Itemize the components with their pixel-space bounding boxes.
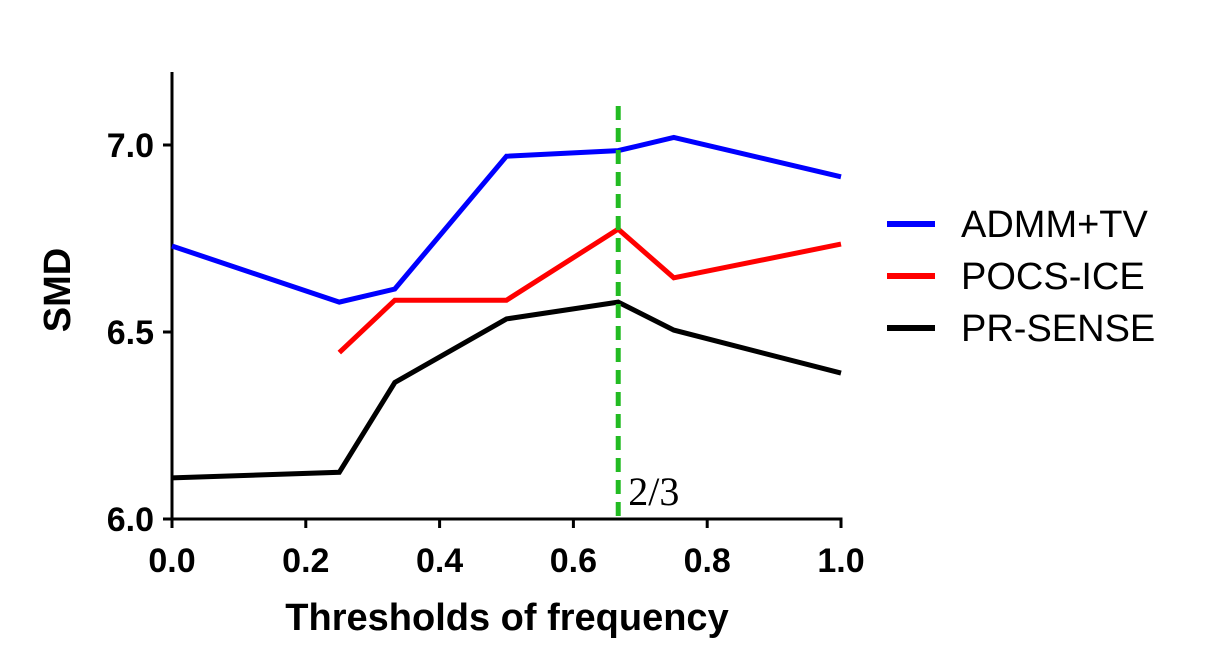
y-ticks: 6.0 6.5 7.0 bbox=[107, 127, 172, 539]
threshold-label: 2/3 bbox=[628, 469, 679, 514]
x-tick-label: 0.4 bbox=[416, 542, 463, 580]
series-line-admm-tv bbox=[171, 134, 842, 305]
x-tick-label: 0.2 bbox=[282, 542, 329, 580]
y-tick-label: 6.0 bbox=[107, 501, 154, 539]
x-ticks: 0.0 0.2 0.4 0.6 0.8 1.0 bbox=[148, 519, 865, 580]
axes bbox=[170, 72, 843, 521]
annotations: 2/3 bbox=[615, 106, 679, 519]
legend-label-pocs-ice: POCS-ICE bbox=[961, 256, 1145, 298]
legend-label-pr-sense: PR-SENSE bbox=[961, 308, 1155, 350]
legend: ADMM+TV POCS-ICE PR-SENSE bbox=[887, 204, 1155, 350]
y-tick-label: 7.0 bbox=[107, 127, 154, 165]
x-tick-label: 0.6 bbox=[550, 542, 597, 580]
y-tick-label: 6.5 bbox=[107, 314, 154, 352]
series-line-pr-sense bbox=[171, 299, 842, 481]
x-axis-title: Thresholds of frequency bbox=[285, 597, 728, 639]
x-tick-label: 0.0 bbox=[148, 542, 195, 580]
x-tick-label: 1.0 bbox=[817, 542, 864, 580]
legend-label-admm-tv: ADMM+TV bbox=[961, 204, 1149, 246]
y-axis-title: SMD bbox=[37, 248, 79, 332]
series-line-pocs-ice bbox=[337, 225, 842, 355]
x-tick-label: 0.8 bbox=[684, 542, 731, 580]
series-group bbox=[171, 134, 842, 481]
